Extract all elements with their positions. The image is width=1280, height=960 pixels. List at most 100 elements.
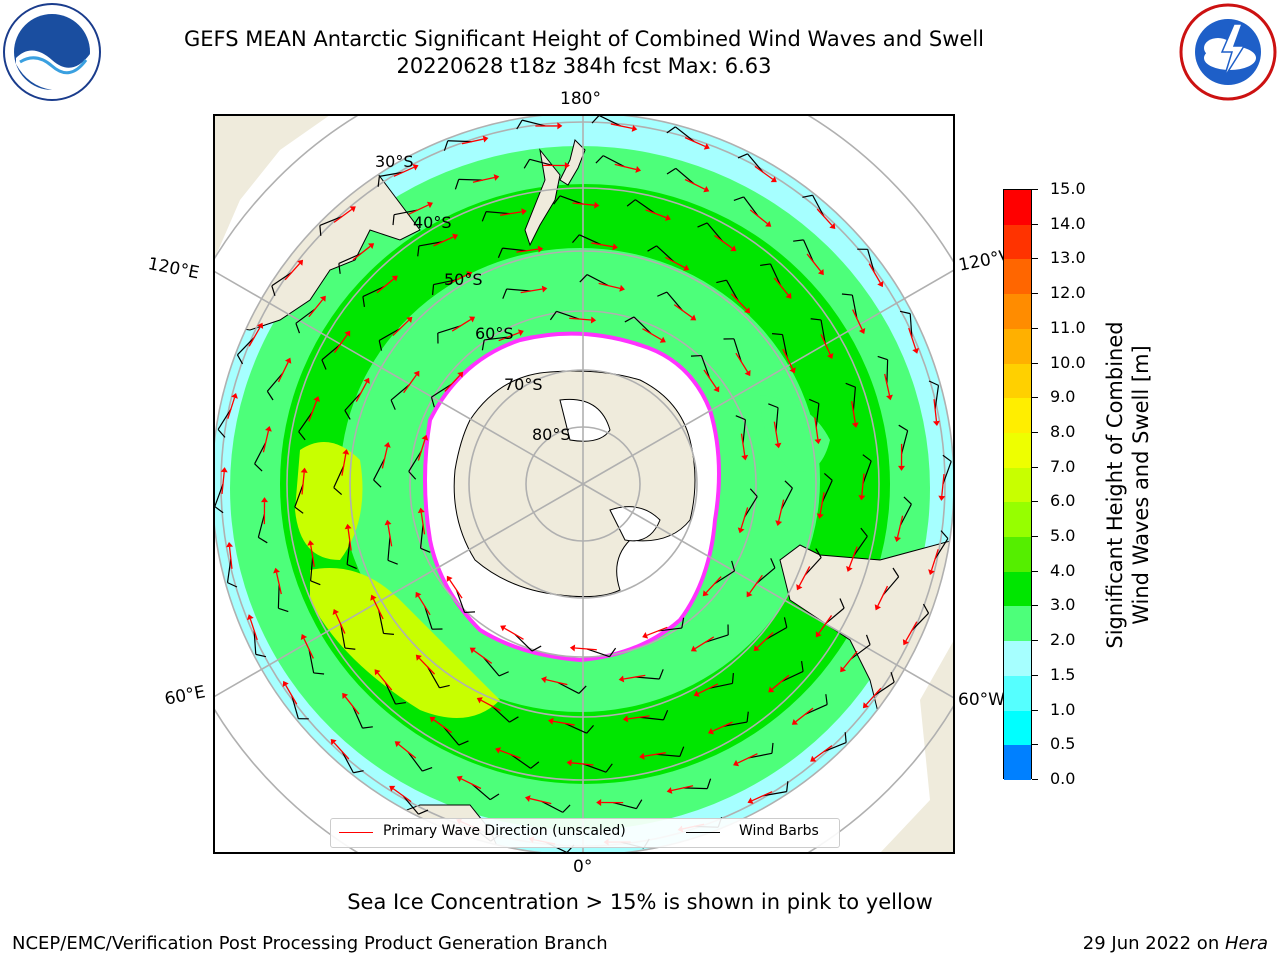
- lat-label-40s: 40°S: [413, 213, 452, 232]
- wind-barb: [624, 316, 652, 335]
- wind-barb: [934, 530, 949, 560]
- wind-barb: [424, 606, 443, 630]
- lon-label-60w: 60°W: [958, 690, 1005, 710]
- wave-arrow: [516, 245, 544, 253]
- wind-barb: [271, 271, 293, 296]
- wind-barb: [362, 285, 385, 307]
- wind-barb: [899, 496, 912, 526]
- sea-ice-note: Sea Ice Concentration > 15% is shown in …: [347, 890, 933, 914]
- colorbar-segment: [1004, 675, 1031, 712]
- wave-arrow: [894, 515, 904, 543]
- wave-arrow: [307, 540, 315, 567]
- wave-arrow: [884, 373, 893, 401]
- wind-barb: [804, 694, 828, 715]
- wind-barb: [595, 155, 625, 168]
- wave-arrow: [548, 717, 575, 726]
- wave-arrow: [690, 636, 715, 652]
- wave-arrow: [684, 178, 710, 193]
- wave-arrow: [740, 433, 749, 461]
- colorbar-label: Significant Height of Combined Wind Wave…: [1102, 265, 1154, 705]
- wind-barb: [407, 751, 433, 772]
- colorbar-tick: 0.0: [1031, 771, 1075, 787]
- wave-arrow: [639, 752, 666, 760]
- wind-barb: [690, 354, 711, 379]
- wave-arrow: [417, 434, 429, 461]
- wave-arrow: [840, 650, 858, 673]
- colorbar-tick: 5.0: [1031, 528, 1075, 544]
- wave-arrow: [796, 566, 811, 591]
- wind-barb: [666, 167, 695, 185]
- wind-barb: [898, 424, 909, 454]
- wind-barb: [516, 119, 546, 130]
- lon-label-180: 180°: [560, 89, 601, 109]
- wave-arrow: [417, 507, 426, 535]
- wave-arrow: [642, 626, 668, 639]
- wave-arrow: [394, 741, 417, 759]
- wave-arrow: [393, 164, 419, 177]
- wind-barb: [378, 609, 394, 635]
- wave-arrow: [862, 687, 882, 709]
- wind-barb: [586, 647, 617, 658]
- wind-barb: [442, 726, 469, 746]
- wave-arrow: [693, 683, 719, 697]
- wind-barb: [295, 308, 316, 334]
- wind-barb: [762, 781, 789, 797]
- wind-barb: [714, 560, 736, 585]
- wind-barb: [810, 318, 826, 344]
- colorbar: [1003, 189, 1032, 781]
- wind-barb: [308, 649, 325, 675]
- wind-barb: [236, 337, 255, 365]
- lat-label-60s: 60°S: [475, 324, 514, 343]
- wind-barb: [253, 630, 267, 658]
- wave-arrow: [408, 201, 433, 215]
- wave-arrow: [541, 676, 568, 686]
- colorbar-tick: 0.5: [1031, 736, 1075, 752]
- ice-shelf-ronne: [609, 506, 661, 542]
- wave-arrow: [773, 421, 782, 449]
- wave-arrow: [815, 615, 833, 638]
- wave-arrow: [220, 467, 228, 495]
- wind-barb: [455, 589, 476, 614]
- wind-barb: [809, 398, 820, 428]
- wave-arrow: [282, 680, 298, 705]
- wave-arrow: [645, 209, 671, 221]
- wave-arrow: [598, 282, 625, 292]
- colorbar-tick: 13.0: [1032, 250, 1086, 266]
- wave-arrow: [300, 467, 308, 495]
- wave-arrow: [932, 399, 940, 427]
- wave-arrow: [773, 277, 792, 299]
- wind-barb: [491, 705, 519, 723]
- wave-arrow: [370, 594, 384, 620]
- wave-arrow: [702, 576, 722, 597]
- footer-date-text: 29 Jun 2022 on: [1082, 933, 1225, 954]
- colorbar-tick: 6.0: [1031, 493, 1075, 509]
- wave-arrow: [498, 329, 524, 342]
- wind-barb: [716, 279, 739, 302]
- wind-barb: [804, 548, 822, 576]
- wave-arrow: [753, 631, 774, 652]
- land-new-zealand-north: [559, 139, 586, 186]
- wave-arrow: [642, 328, 666, 343]
- wind-barb: [392, 209, 418, 226]
- wave-arrow: [610, 123, 638, 132]
- wave-arrow: [433, 233, 459, 247]
- wave-arrow: [754, 165, 777, 183]
- wind-barb: [549, 310, 580, 321]
- lat-label-70s: 70°S: [504, 375, 543, 394]
- colorbar-tick: 1.5: [1031, 666, 1075, 683]
- wind-barb: [377, 171, 404, 187]
- wave-arrow: [806, 253, 824, 276]
- wind-barb: [862, 454, 872, 484]
- wind-barb: [657, 617, 685, 632]
- wind-barb: [481, 211, 511, 222]
- wind-barb: [760, 263, 782, 286]
- wave-arrow: [782, 348, 796, 374]
- map-frame: [213, 114, 955, 854]
- wind-barb: [572, 234, 602, 246]
- wind-barb: [510, 754, 540, 769]
- wind-barb: [557, 681, 587, 694]
- wave-arrow: [300, 634, 314, 659]
- wind-barb: [655, 746, 685, 757]
- wave-arrow: [384, 519, 393, 547]
- wind-barb: [657, 291, 683, 311]
